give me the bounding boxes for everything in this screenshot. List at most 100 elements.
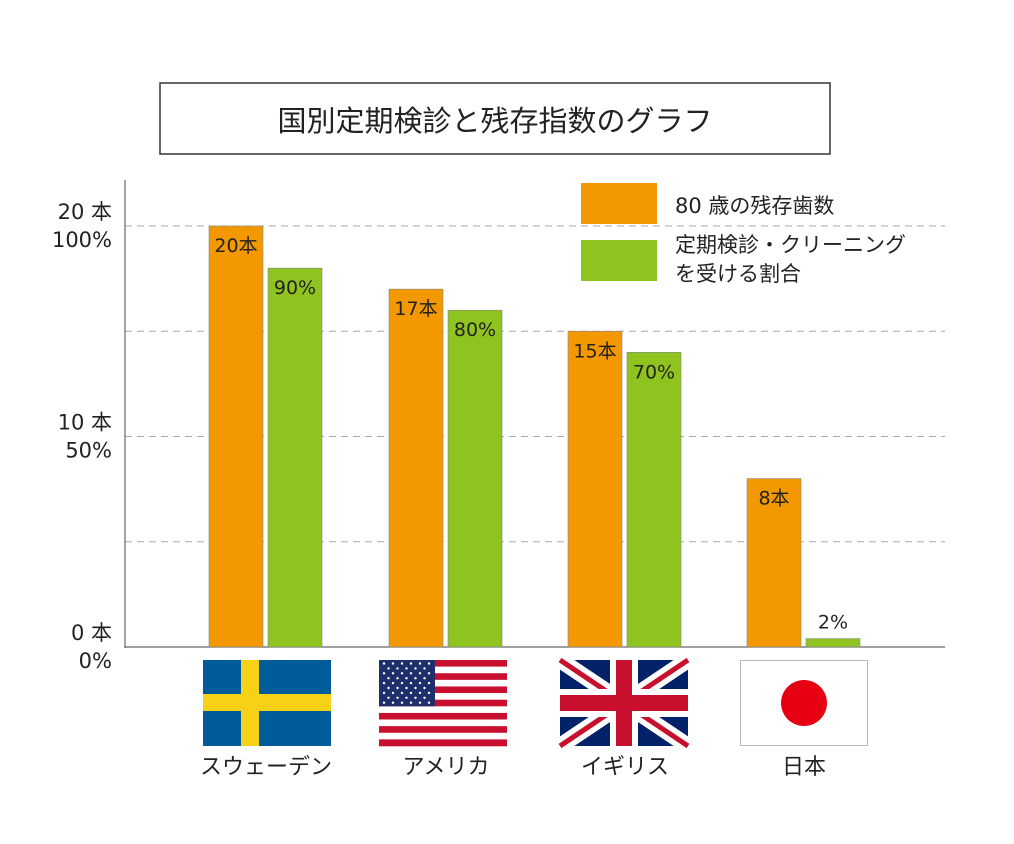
usa-flag [379,660,507,747]
flag-stripe [379,693,507,700]
bar-checkup [805,638,861,648]
x-tick-label: アメリカ [403,755,490,780]
flag-star [387,696,390,699]
flag-star [418,681,422,685]
flag-star [400,691,404,695]
data-label: 80% [454,319,496,341]
flag-star [382,701,386,704]
flag-star [427,691,431,695]
data-label: 20本 [214,235,257,257]
y-tick-percent: 0% [79,649,112,673]
flag-star [414,677,417,680]
flag-star [405,667,408,670]
flag-star [423,667,426,670]
bar-teeth [746,478,802,648]
flag-stripe [379,660,507,667]
flag-stripe [379,739,507,747]
flag-star [409,662,413,665]
data-label: 2% [818,612,848,634]
flag-star [423,686,426,690]
flag-star [391,691,395,695]
flag-star [400,701,404,704]
flag-stripe [379,732,507,740]
flag-stripe [379,673,507,681]
y-tick-teeth: 0 本 [71,621,112,645]
flag-star [409,691,413,695]
flag-star [387,667,390,670]
data-label: 90% [274,277,316,299]
title-box [159,82,831,155]
flag-stripe [379,686,507,694]
flag-star [382,672,386,675]
flag-star [405,696,408,699]
x-tick-label: イギリス [581,755,669,780]
flag-stripe [379,719,507,727]
y-tick-teeth: 10 本 [58,411,112,435]
flag-star [387,686,390,690]
flag-star [414,696,417,699]
flag-star [396,667,399,670]
flag-star [423,696,426,699]
flag-cross [203,694,331,711]
data-label: 8本 [758,488,789,510]
flag-star [418,662,422,665]
flag-star [414,667,417,670]
flag-stripe [379,726,507,734]
flag-star [418,672,422,675]
flag-star [396,677,399,680]
flag-star [405,686,408,690]
flag-canton [379,660,435,707]
legend-swatch-teeth [581,183,657,224]
flag-stripe [379,666,507,674]
flag-star [391,672,395,675]
chart-title: 国別定期検診と残存指数のグラフ [277,104,712,138]
japan-flag [740,660,868,746]
legend-swatch-checkup [581,240,657,281]
legend-label-teeth: 80 歳の残存歯数 [675,194,834,218]
y-tick-percent: 50% [65,439,112,463]
flag-star [418,701,422,704]
flag-star [387,677,390,680]
flag-star [409,672,413,675]
data-label: 15本 [573,340,616,362]
flag-star [427,672,431,675]
flag-stripe [379,712,507,720]
x-tick-label: 日本 [782,755,826,780]
flag-star [382,681,386,685]
sweden-flag [203,660,331,746]
flag-star [405,677,408,680]
flag-star [427,662,431,665]
flag-stripe [379,706,507,714]
flag-sun [781,680,827,726]
flag-star [414,686,417,690]
flag-star [400,681,404,685]
legend-label-checkup-line1: 定期検診・クリーニング [675,233,906,257]
flag-star [423,677,426,680]
bar-teeth [208,225,264,648]
flag-star [391,681,395,685]
flag-star [382,662,386,665]
bar-checkup [626,351,682,648]
data-label: 17本 [394,298,437,320]
flag-star [396,686,399,690]
data-label: 70% [633,361,675,383]
flag-star [400,662,404,665]
flag-star [409,701,413,704]
bar-teeth [567,330,623,648]
flag-star [427,701,431,704]
flag-cross-red [560,695,688,711]
flag-star [418,691,422,695]
flag-star [382,691,386,695]
bar-checkup [447,309,503,648]
flag-stripe [379,699,507,707]
bar-teeth [388,288,444,648]
y-tick-percent: 100% [52,228,112,252]
flag-star [400,672,404,675]
flag-star [396,696,399,699]
bar-checkup [267,267,323,648]
legend-label-checkup-line2: を受ける割合 [675,262,801,286]
flag-stripe [379,679,507,687]
flag-star [427,681,431,685]
